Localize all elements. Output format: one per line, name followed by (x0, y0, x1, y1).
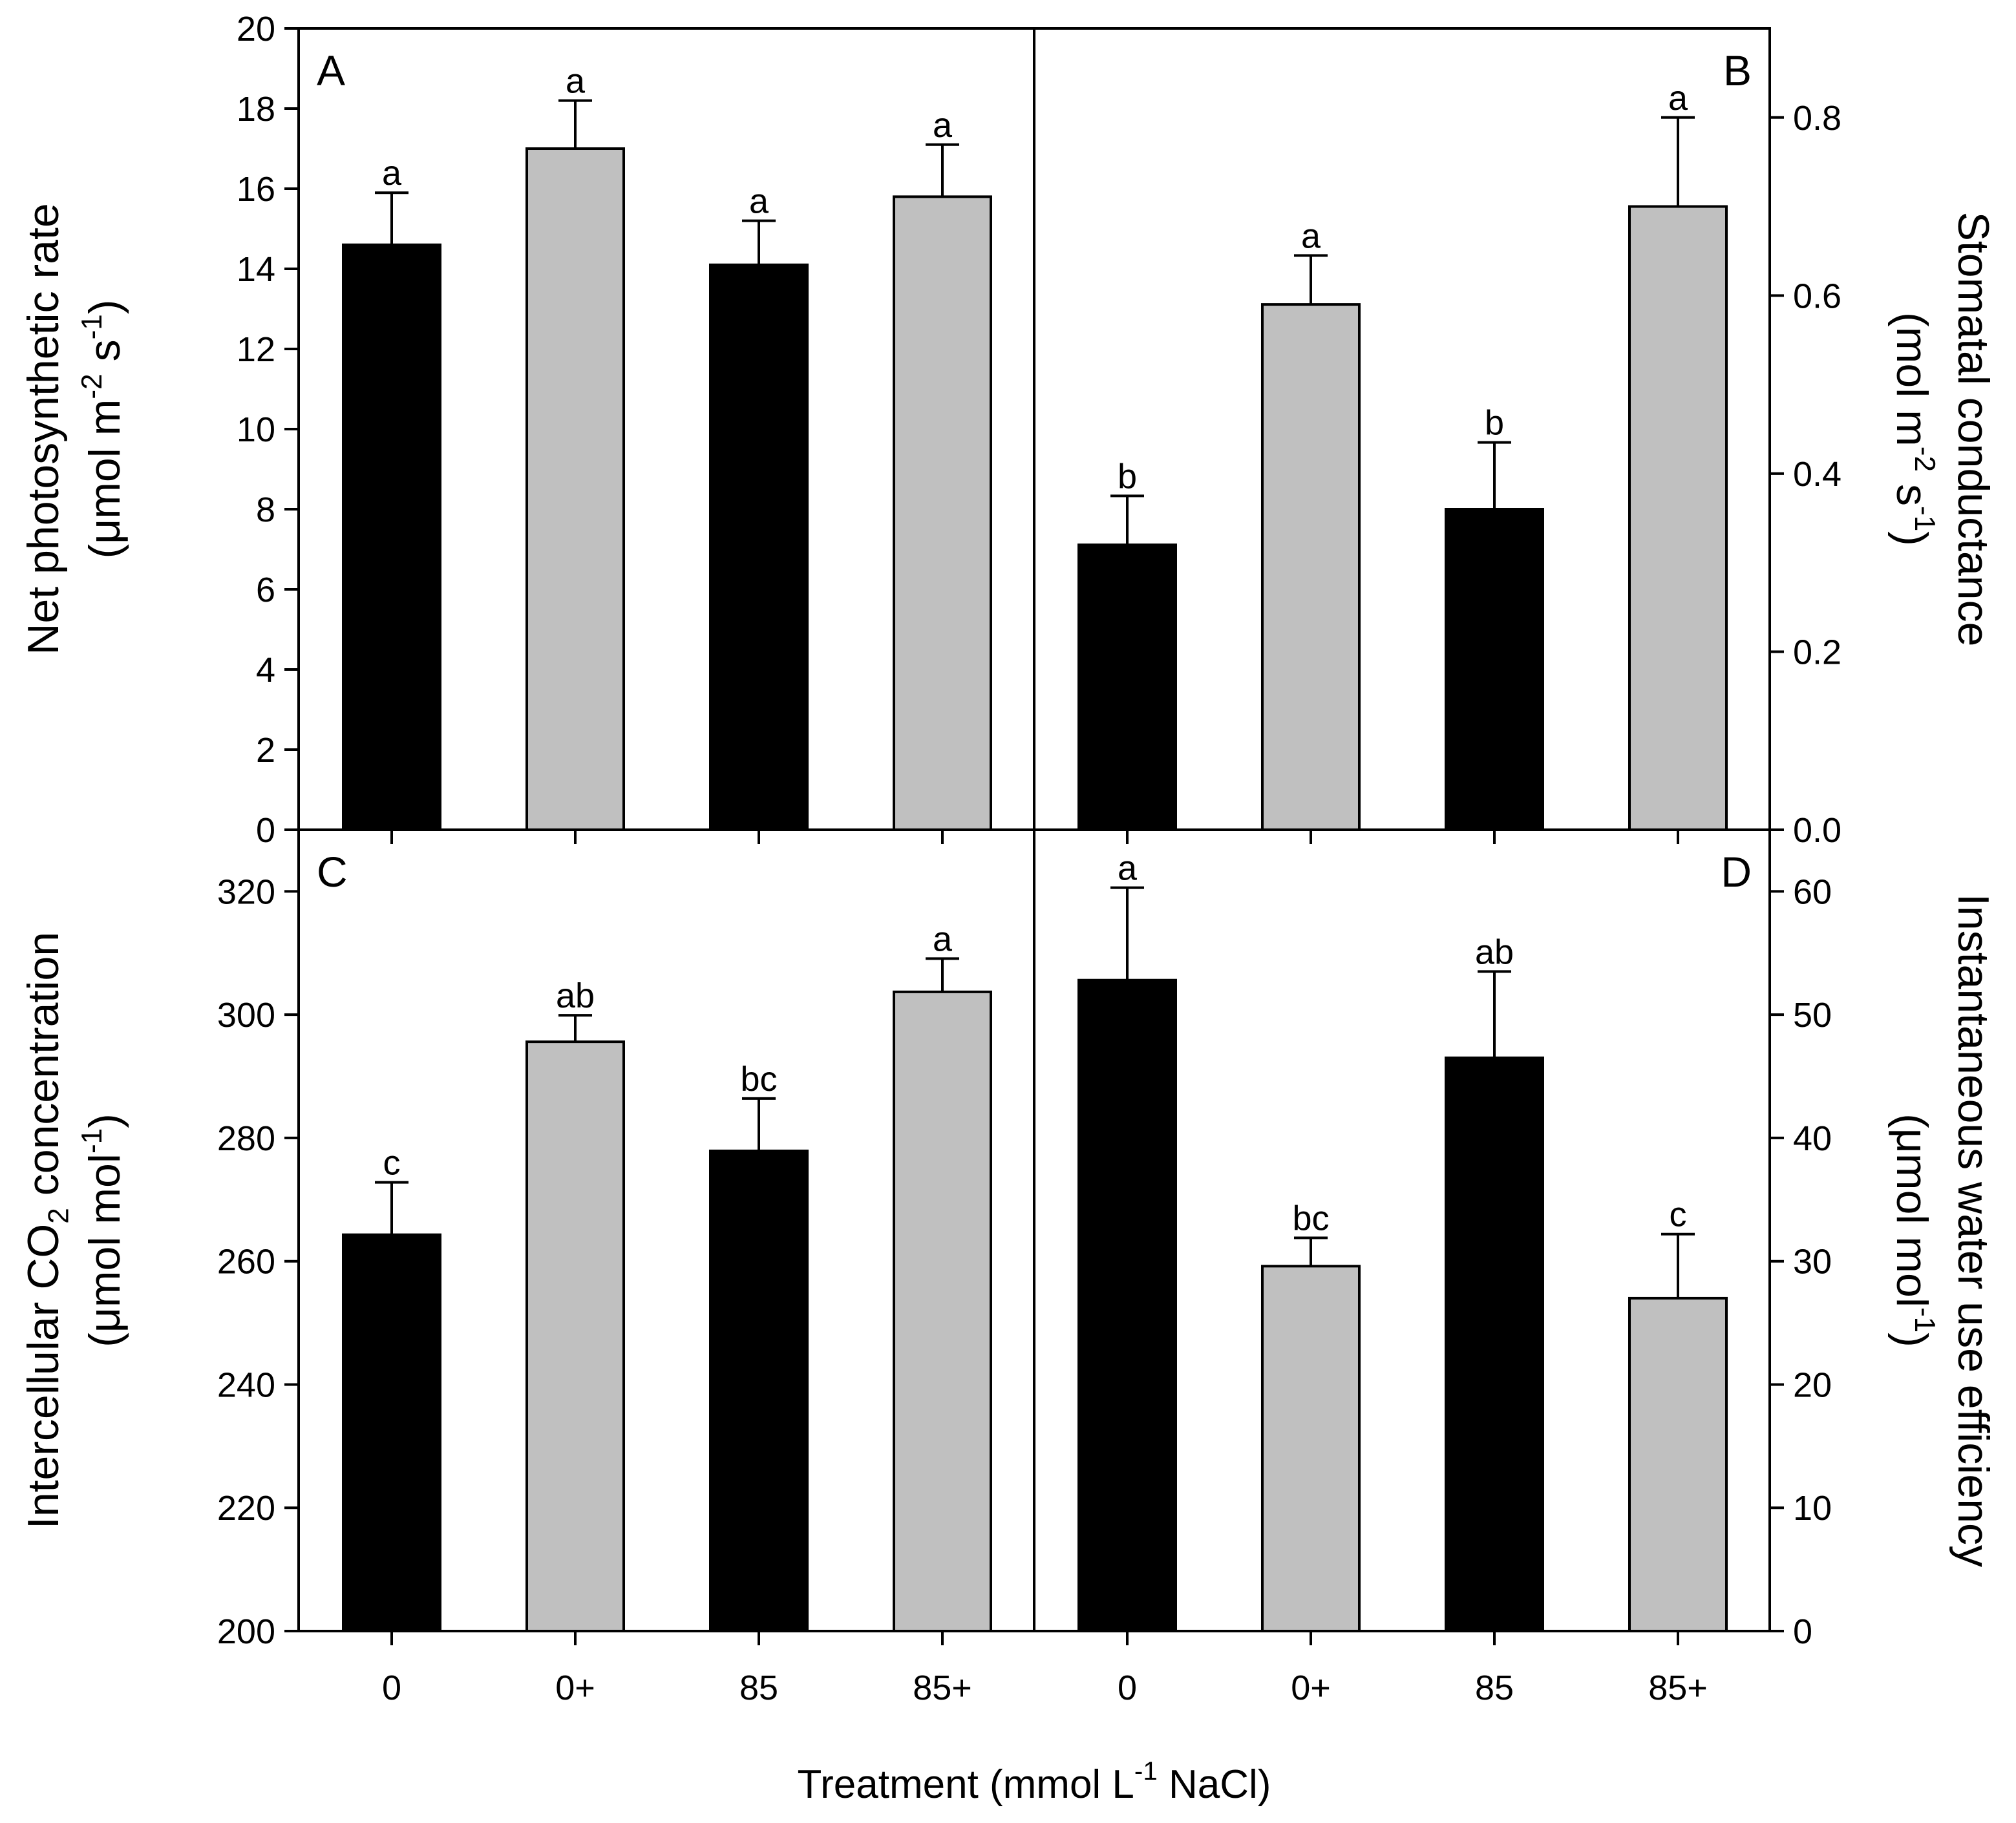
bar-C-85+ (893, 990, 992, 1633)
y-tick-label: 8 (256, 490, 275, 529)
y-tick-label: 0.8 (1793, 99, 1841, 138)
significance-letter: bc (1292, 1199, 1329, 1238)
y-tick-label: 0 (1793, 1612, 1812, 1651)
y-tick-label: 0 (256, 811, 275, 850)
bar-B-85 (1445, 508, 1544, 831)
bar-C-0+ (525, 1040, 625, 1632)
y-tick-label: 220 (217, 1489, 275, 1528)
y-tick-label: 2 (256, 731, 275, 770)
y-tick-label: 20 (1793, 1365, 1832, 1404)
significance-letter: a (1301, 216, 1321, 255)
significance-letter: c (383, 1144, 401, 1183)
x-tick-label: 0 (382, 1669, 401, 1707)
y-axis-units: (μmol m-2 s-1) (76, 299, 129, 558)
x-tick-label: 85 (1475, 1669, 1514, 1707)
x-tick-label: 85 (739, 1669, 778, 1707)
bar-D-0 (1077, 978, 1177, 1632)
bar-A-85+ (893, 195, 992, 831)
y-tick-label: 40 (1793, 1119, 1832, 1158)
bar-B-0 (1077, 543, 1177, 831)
y-tick-label: 0.4 (1793, 455, 1841, 494)
significance-letter: a (933, 920, 953, 958)
y-tick-label: 240 (217, 1365, 275, 1404)
y-tick-label: 0.0 (1793, 811, 1841, 850)
panel-label: C (317, 848, 348, 896)
y-tick-label: 20 (237, 10, 275, 48)
x-tick-label: 0+ (1291, 1669, 1331, 1707)
y-axis-units: (mol m-2 s-1) (1887, 312, 1940, 546)
bar-D-85 (1445, 1056, 1544, 1632)
y-tick-label: 10 (237, 410, 275, 449)
y-tick-label: 280 (217, 1119, 275, 1158)
y-tick-label: 12 (237, 330, 275, 369)
y-axis-units: (μmol mol-1) (1887, 1113, 1940, 1347)
panel-D-frame (1033, 828, 1771, 1632)
y-tick-label: 0.6 (1793, 277, 1841, 315)
y-axis-title: Stomatal conductance (1949, 212, 1998, 647)
y-tick-label: 0.2 (1793, 633, 1841, 671)
y-tick-label: 16 (237, 170, 275, 209)
significance-letter: b (1118, 457, 1137, 496)
y-axis-title: Intercellular CO2 concentration (19, 932, 74, 1529)
x-tick-label: 0 (1118, 1669, 1137, 1707)
panel-label: D (1721, 848, 1752, 896)
y-axis-units: (μmol mol-1) (76, 1113, 129, 1347)
y-axis-title: Net photosynthetic rate (19, 203, 68, 655)
bar-C-85 (709, 1149, 809, 1632)
y-tick-label: 18 (237, 90, 275, 129)
panel-A: 0 2 4 6 8 10 12 14 16 18 20 a a a a A Net photosynthetic… (19, 10, 1035, 850)
significance-letter: a (1668, 79, 1688, 118)
y-tick-label: 60 (1793, 872, 1832, 911)
bar-B-85+ (1628, 205, 1728, 831)
significance-letter: bc (740, 1060, 777, 1099)
y-tick-label: 300 (217, 996, 275, 1035)
bar-D-0+ (1261, 1265, 1361, 1633)
y-tick-label: 260 (217, 1243, 275, 1281)
significance-letter: a (382, 154, 402, 193)
significance-letter: b (1485, 404, 1504, 443)
bar-B-0+ (1261, 303, 1361, 832)
x-tick-label: 0+ (555, 1669, 595, 1707)
bar-A-0 (342, 243, 441, 831)
significance-letter: a (749, 182, 769, 221)
y-tick-label: 10 (1793, 1489, 1832, 1528)
bar-A-85 (709, 263, 809, 831)
panel-label: A (317, 47, 345, 94)
significance-letter: c (1670, 1196, 1687, 1234)
y-tick-label: 14 (237, 250, 275, 289)
x-tick-label: 85+ (1648, 1669, 1708, 1707)
significance-letter: a (1118, 849, 1138, 888)
significance-letter: ab (1475, 933, 1514, 971)
y-tick-label: 320 (217, 872, 275, 911)
bar-D-85+ (1628, 1296, 1728, 1632)
y-tick-label: 50 (1793, 996, 1832, 1035)
significance-letter: a (933, 106, 953, 145)
y-tick-label: 200 (217, 1612, 275, 1651)
significance-letter: ab (556, 976, 595, 1015)
significance-letter: a (566, 62, 586, 101)
panel-label: B (1723, 47, 1752, 94)
panel-C: 200 220 240 260 280 300 320 0 0+ 85 85+ c ab bc a C Inte… (19, 828, 1035, 1707)
y-tick-label: 4 (256, 651, 275, 690)
x-tick-label: 85+ (913, 1669, 972, 1707)
y-tick-label: 6 (256, 571, 275, 609)
bar-C-0 (342, 1233, 441, 1632)
y-tick-label: 30 (1793, 1243, 1832, 1281)
bar-A-0+ (525, 147, 625, 831)
y-axis-title: Instantaneous water use efficiency (1949, 894, 1998, 1567)
x-axis-title: Treatment (mmol L-1 NaCl) (798, 1756, 1271, 1807)
